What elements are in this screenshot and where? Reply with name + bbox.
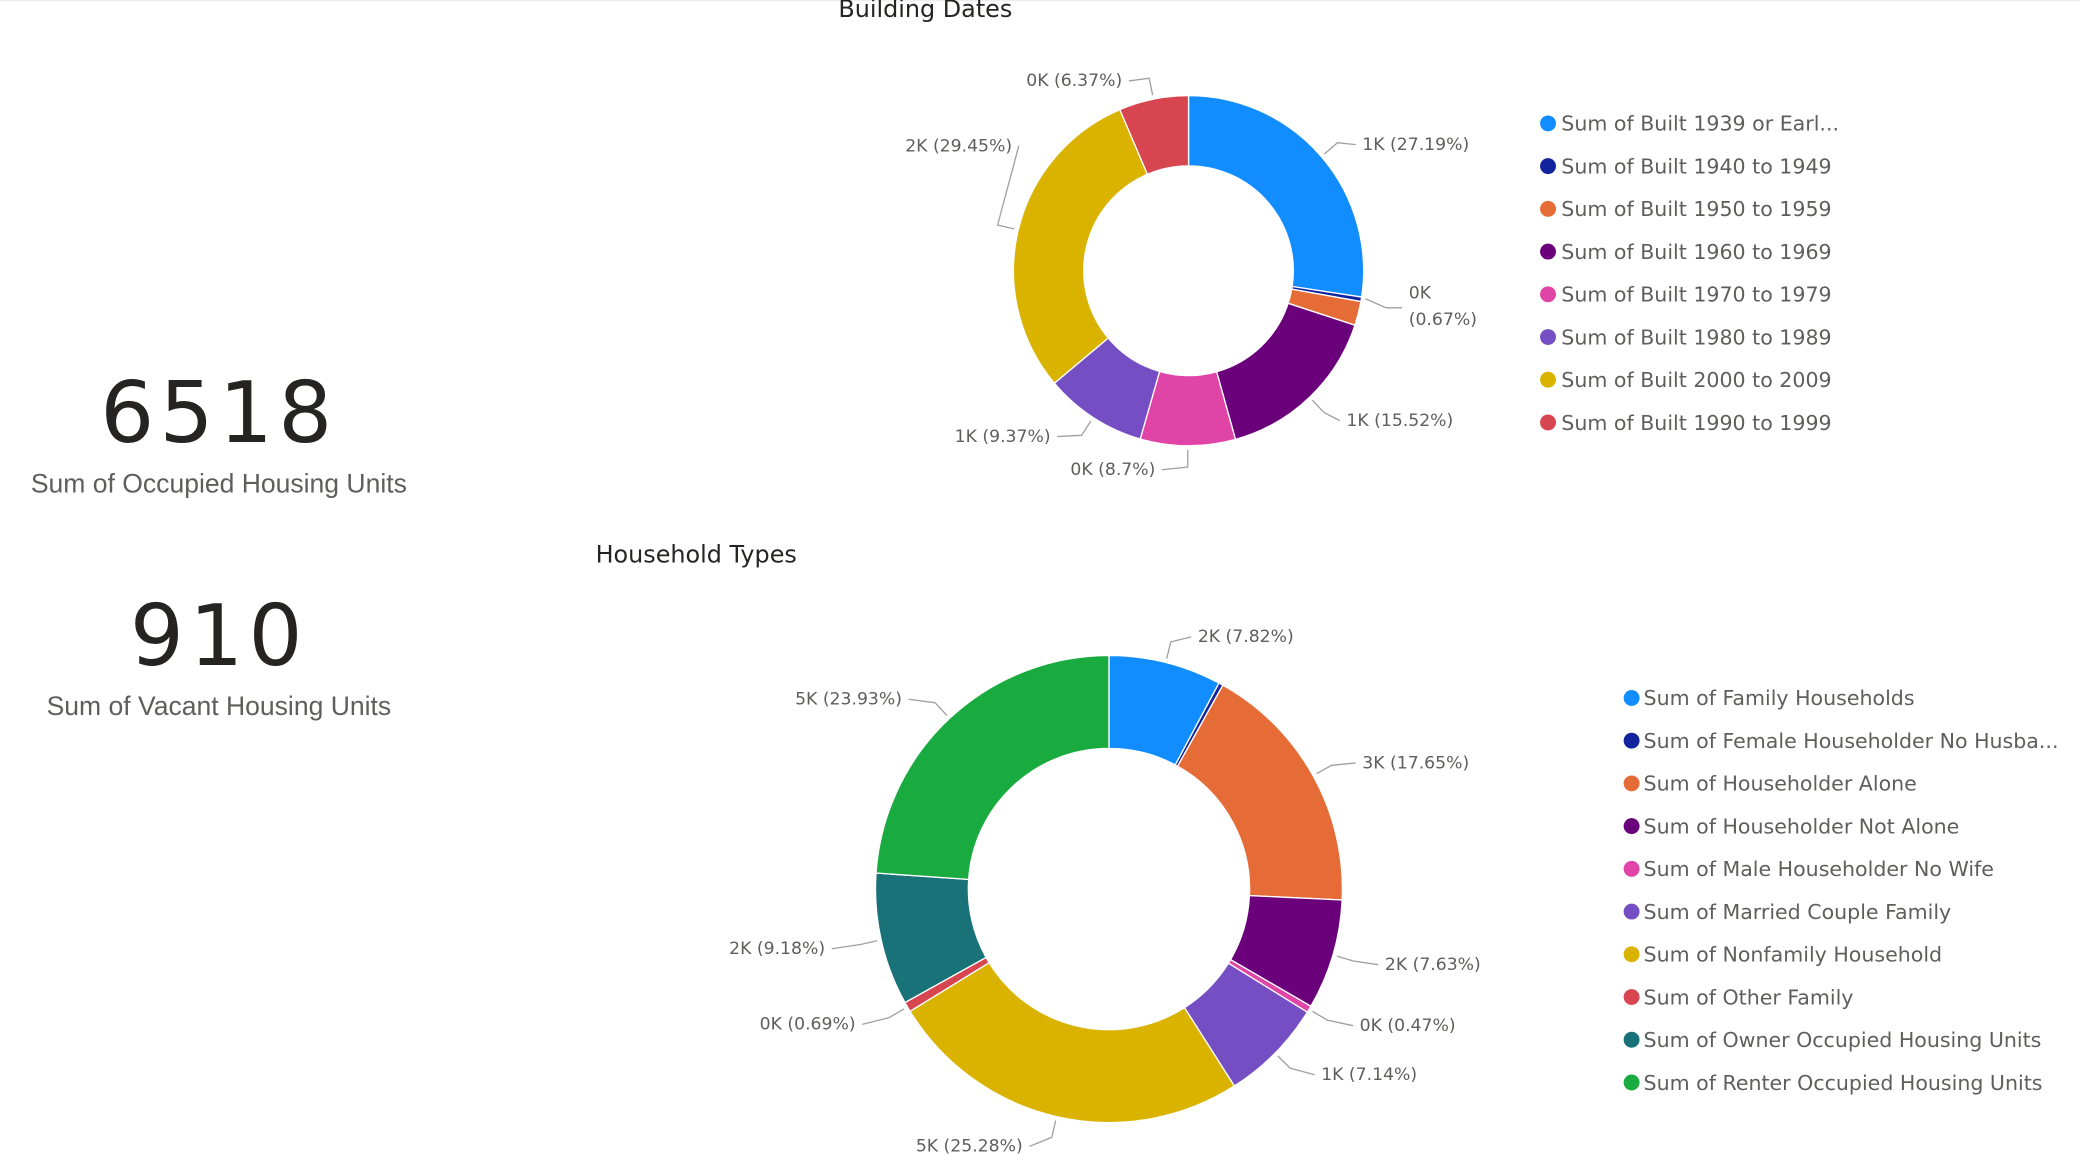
legend-item[interactable]: Sum of Built 1939 or Earl... <box>1561 112 1839 136</box>
legend-marker <box>1623 732 1640 749</box>
legend-marker <box>1623 689 1640 706</box>
legend-marker <box>1540 158 1556 175</box>
legend-item[interactable]: Sum of Owner Occupied Housing Units <box>1644 1028 2042 1052</box>
occupied-units-value: 6518 <box>100 364 338 464</box>
legend-item[interactable]: Sum of Householder Not Alone <box>1644 814 1960 838</box>
legend-marker <box>1540 414 1556 431</box>
legend-marker <box>1623 1031 1640 1048</box>
building-dates-title: Building Dates <box>838 0 1013 24</box>
legend-item[interactable]: Sum of Householder Alone <box>1644 772 1917 796</box>
legend-item[interactable]: Sum of Female Householder No Husba... <box>1644 729 2059 753</box>
data-label: 1K (15.52%) <box>1346 411 1453 431</box>
legend-marker <box>1623 1074 1640 1091</box>
legend-item[interactable]: Sum of Built 1940 to 1949 <box>1561 154 1831 178</box>
legend-marker <box>1540 329 1556 345</box>
household-types-legend: Sum of Family Households Sum of Female Ho… <box>1623 686 2059 1095</box>
leader-line <box>1057 420 1092 438</box>
household-types-donut: 2K (7.82%) 3K (17.65%) 2K (7.63%) 0K (0.47%… <box>729 627 1481 1157</box>
slice-sum-of-householder-alone[interactable] <box>1176 684 1344 901</box>
data-label: 2K (7.63%) <box>1385 955 1481 975</box>
leader-line <box>1365 298 1403 309</box>
household-types-title: Household Types <box>595 541 797 570</box>
legend-item[interactable]: Sum of Nonfamily Household <box>1644 943 1943 967</box>
leader-line <box>996 145 1020 230</box>
data-label: 0K <box>1409 284 1432 304</box>
slice-sum-of-built-1960-to-1969[interactable] <box>1215 302 1356 441</box>
legend-marker <box>1540 371 1556 388</box>
legend-marker <box>1623 818 1640 835</box>
legend-item[interactable]: Sum of Built 1970 to 1979 <box>1561 283 1831 307</box>
leader-line <box>1336 955 1379 966</box>
leader-line <box>1161 449 1189 471</box>
leader-line <box>862 1008 905 1026</box>
data-label: 1K (27.19%) <box>1362 135 1469 155</box>
data-label: 2K (9.18%) <box>729 939 825 959</box>
building-dates-donut: 1K (27.19%) 1K (15.52%) 0K (8.7%) 1K (9.37%… <box>905 71 1477 480</box>
legend-item[interactable]: Sum of Built 1990 to 1999 <box>1561 411 1831 435</box>
data-label: 0K (6.37%) <box>1026 71 1122 91</box>
leader-line <box>1166 636 1192 659</box>
data-label: 5K (23.93%) <box>795 690 902 710</box>
vacant-units-label: Sum of Vacant Housing Units <box>46 692 392 722</box>
legend-item[interactable]: Sum of Family Households <box>1644 686 1915 710</box>
legend-marker <box>1623 775 1640 792</box>
leader-line <box>1316 762 1356 775</box>
leader-line <box>1128 77 1154 96</box>
slice-sum-of-built-2000-to-2009[interactable] <box>1012 108 1149 385</box>
legend-marker <box>1623 946 1640 963</box>
data-label: 1K (7.14%) <box>1321 1065 1417 1085</box>
data-label: (0.67%) <box>1409 310 1477 330</box>
slice-sum-of-built-1939-or-earl[interactable] <box>1187 94 1365 298</box>
leader-line <box>1312 1010 1354 1027</box>
leader-line <box>1323 142 1356 155</box>
leader-line <box>1029 1120 1057 1148</box>
legend-item[interactable]: Sum of Built 1980 to 1989 <box>1561 325 1831 349</box>
legend-marker <box>1623 860 1640 877</box>
legend-item[interactable]: Sum of Built 1950 to 1959 <box>1561 197 1831 221</box>
legend-item[interactable]: Sum of Built 2000 to 2009 <box>1561 368 1831 392</box>
data-label: 2K (29.45%) <box>905 136 1012 156</box>
data-label: 0K (0.47%) <box>1360 1016 1456 1036</box>
leader-line <box>1311 399 1341 422</box>
slice-sum-of-renter-occupied-housing-units[interactable] <box>875 654 1110 881</box>
building-dates-legend: Sum of Built 1939 or Earl... Sum of Built… <box>1540 112 1839 435</box>
legend-item[interactable]: Sum of Male Householder No Wife <box>1644 857 1994 881</box>
occupied-units-label: Sum of Occupied Housing Units <box>30 469 407 499</box>
slice-sum-of-nonfamily-household[interactable] <box>909 961 1236 1124</box>
legend-item[interactable]: Sum of Other Family <box>1644 985 1854 1009</box>
data-label: 0K (8.7%) <box>1070 460 1155 480</box>
vacant-units-value: 910 <box>129 587 308 687</box>
leader-line <box>1277 1055 1315 1076</box>
legend-marker <box>1540 115 1556 132</box>
data-label: 1K (9.37%) <box>955 427 1051 447</box>
legend-item[interactable]: Sum of Married Couple Family <box>1644 900 1952 924</box>
top-divider <box>0 0 2080 2</box>
legend-marker <box>1623 989 1640 1005</box>
data-label: 0K (0.69%) <box>760 1015 856 1035</box>
slice-sum-of-built-1990-to-1999[interactable] <box>1118 94 1190 176</box>
data-label: 5K (25.28%) <box>916 1137 1023 1157</box>
legend-marker <box>1623 903 1640 920</box>
data-label: 3K (17.65%) <box>1362 753 1469 773</box>
legend-item[interactable]: Sum of Renter Occupied Housing Units <box>1644 1071 2043 1095</box>
legend-item[interactable]: Sum of Built 1960 to 1969 <box>1561 240 1831 264</box>
legend-marker <box>1540 286 1556 303</box>
data-label: 2K (7.82%) <box>1198 627 1294 647</box>
legend-marker <box>1540 200 1556 217</box>
leader-line <box>908 698 948 716</box>
leader-line <box>831 940 878 950</box>
legend-marker <box>1540 243 1556 260</box>
